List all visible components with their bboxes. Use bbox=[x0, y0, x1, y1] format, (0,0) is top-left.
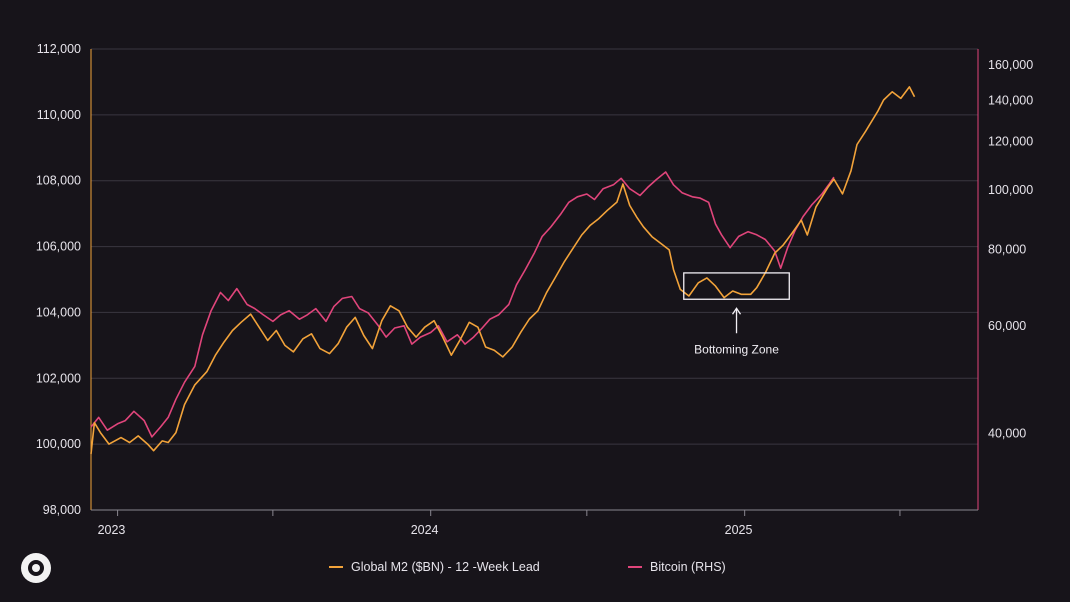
right-tick-label: 160,000 bbox=[988, 58, 1033, 72]
annotation-label: Bottoming Zone bbox=[694, 342, 779, 356]
right-tick-label: 60,000 bbox=[988, 319, 1026, 333]
annotation-arrow-head bbox=[731, 307, 742, 315]
series-line-bitcoin bbox=[90, 171, 835, 438]
annotation-layer: Bottoming Zone bbox=[683, 272, 790, 356]
series-layer bbox=[90, 86, 916, 455]
left-tick-label: 102,000 bbox=[36, 371, 81, 385]
brand-logo-icon bbox=[21, 553, 51, 583]
left-tick-label: 100,000 bbox=[36, 437, 81, 451]
plot-area bbox=[91, 49, 978, 510]
left-tick-label: 104,000 bbox=[36, 305, 81, 319]
x-tick-label: 2023 bbox=[98, 523, 126, 537]
legend-swatch-bitcoin bbox=[628, 566, 642, 568]
right-tick-label: 100,000 bbox=[988, 183, 1033, 197]
right-tick-label: 80,000 bbox=[988, 242, 1026, 256]
left-axis-ticks: 98,000 100,000 102,000 104,000 106,000 108,00… bbox=[36, 42, 81, 517]
bottoming-zone-box bbox=[683, 272, 790, 300]
x-tick-label: 2025 bbox=[725, 523, 753, 537]
right-tick-label: 40,000 bbox=[988, 427, 1026, 441]
x-tick-label: 2024 bbox=[411, 523, 439, 537]
gridlines bbox=[91, 48, 978, 511]
legend-label-bitcoin: Bitcoin (RHS) bbox=[650, 560, 726, 574]
series-line-global-m2 bbox=[90, 86, 916, 455]
left-tick-label: 98,000 bbox=[43, 503, 81, 517]
right-tick-label: 140,000 bbox=[988, 94, 1033, 108]
legend-swatch-m2 bbox=[329, 566, 343, 568]
legend-item-m2: Global M2 ($BN) - 12 -Week Lead bbox=[329, 560, 540, 574]
legend-item-bitcoin: Bitcoin (RHS) bbox=[628, 560, 726, 574]
x-axis-ticks: 2023 2024 2025 bbox=[98, 510, 901, 537]
left-tick-label: 108,000 bbox=[36, 174, 81, 188]
right-tick-label: 120,000 bbox=[988, 135, 1033, 149]
right-axis-ticks: 40,000 60,000 80,000 100,000 120,000 140,000 1… bbox=[988, 58, 1033, 440]
left-tick-label: 112,000 bbox=[37, 42, 81, 56]
left-tick-label: 110,000 bbox=[37, 108, 81, 122]
legend-label-m2: Global M2 ($BN) - 12 -Week Lead bbox=[351, 560, 540, 574]
left-tick-label: 106,000 bbox=[36, 240, 81, 254]
